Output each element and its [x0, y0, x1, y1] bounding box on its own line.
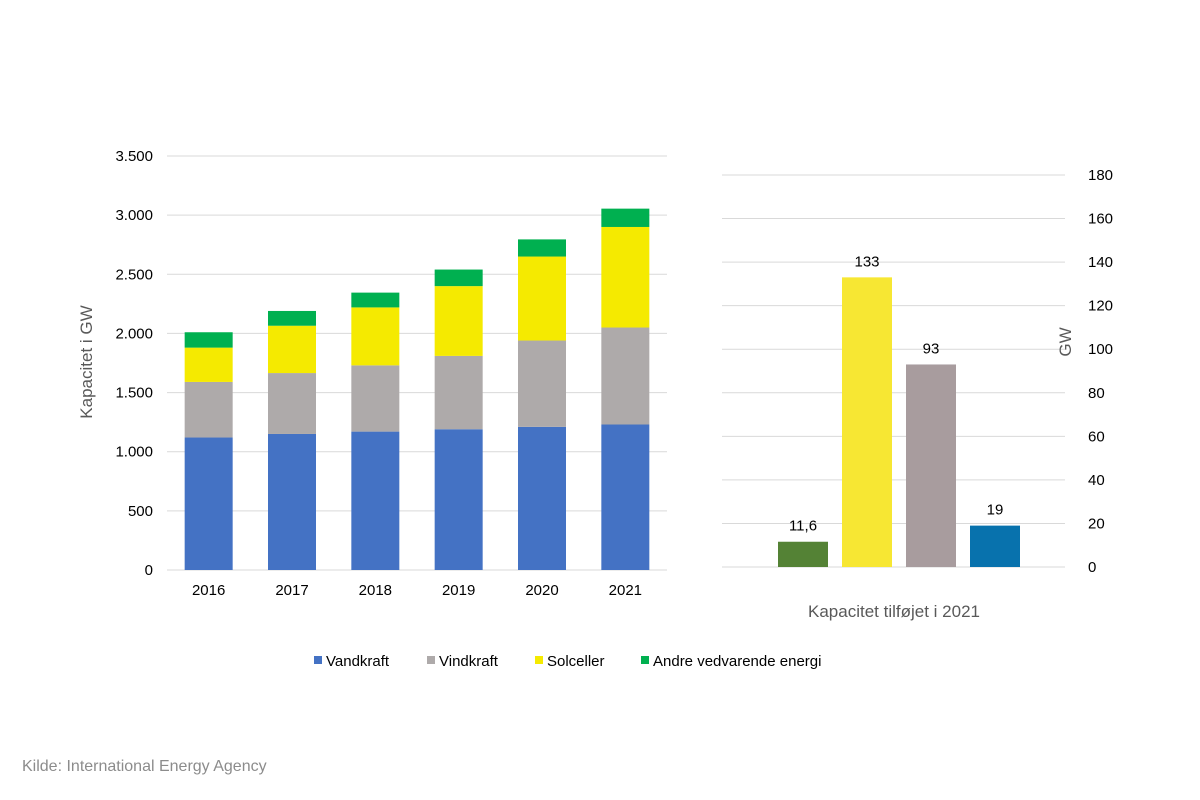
- bar: [970, 525, 1020, 567]
- bar-segment-vandkraft: [268, 433, 316, 570]
- left-stacked-bars: [184, 208, 650, 570]
- right-y-tick-label: 180: [1088, 167, 1113, 184]
- legend-label: Vandkraft: [326, 653, 390, 670]
- left-x-tick-label: 2019: [442, 582, 475, 599]
- left-y-tick-label: 3.000: [115, 207, 153, 224]
- left-x-tick-labels: 2016 2017 2018 2019 2020 2021: [192, 582, 642, 599]
- left-x-tick-label: 2020: [525, 582, 558, 599]
- data-label: 133: [854, 253, 879, 270]
- left-x-tick-label: 2021: [609, 582, 642, 599]
- bar-segment-solceller: [184, 347, 233, 382]
- right-y-tick-label: 160: [1088, 211, 1113, 228]
- bar-segment-solceller: [351, 307, 400, 366]
- left-y-tick-label: 0: [145, 562, 153, 579]
- right-bars: [778, 277, 1020, 567]
- legend-label: Andre vedvarende energi: [653, 653, 821, 670]
- right-y-tick-label: 20: [1088, 515, 1105, 532]
- bar-segment-vandkraft: [184, 437, 233, 570]
- legend-swatch: [427, 656, 435, 664]
- right-y-tick-label: 80: [1088, 385, 1105, 402]
- right-y-tick-label: 60: [1088, 428, 1105, 445]
- bar-segment-vindkraft: [351, 365, 400, 432]
- bar-segment-solceller: [601, 226, 650, 328]
- bar-segment-solceller: [434, 286, 483, 356]
- right-gridlines: [722, 174, 1065, 568]
- left-x-tick-label: 2018: [359, 582, 392, 599]
- right-y-tick-label: 0: [1088, 559, 1096, 576]
- left-y-tick-labels: 0 500 1.000 1.500 2.000 2.500 3.000 3.500: [115, 148, 153, 579]
- legend-swatch: [641, 656, 649, 664]
- bar-segment-andre-vedvarende-energi: [268, 310, 316, 326]
- bar-segment-andre-vedvarende-energi: [601, 208, 650, 227]
- right-y-tick-labels: 0 20 40 60 80 100 120 140 160 180: [1088, 167, 1113, 576]
- left-y-tick-label: 2.000: [115, 325, 153, 342]
- bar-segment-solceller: [518, 256, 566, 341]
- source-note: Kilde: International Energy Agency: [22, 758, 267, 775]
- right-y-tick-label: 120: [1088, 298, 1113, 315]
- left-y-tick-label: 2.500: [115, 266, 153, 283]
- right-y-axis-title: GW: [1056, 327, 1075, 356]
- data-label: 93: [923, 340, 940, 357]
- left-x-tick-label: 2016: [192, 582, 225, 599]
- bar-segment-vandkraft: [434, 429, 483, 570]
- left-y-axis-title: Kapacitet i GW: [77, 305, 96, 418]
- bar-segment-vindkraft: [184, 381, 233, 438]
- legend-swatch: [535, 656, 543, 664]
- bar-segment-vindkraft: [601, 327, 650, 425]
- bar: [842, 277, 892, 567]
- left-x-tick-label: 2017: [275, 582, 308, 599]
- left-y-tick-label: 500: [128, 503, 153, 520]
- data-label: 11,6: [789, 518, 817, 535]
- bar-segment-solceller: [268, 325, 316, 374]
- legend-swatch: [314, 656, 322, 664]
- bar-segment-andre-vedvarende-energi: [184, 332, 233, 348]
- data-label: 19: [987, 502, 1004, 519]
- bar: [778, 541, 828, 567]
- left-y-tick-label: 1.000: [115, 444, 153, 461]
- left-y-tick-label: 1.500: [115, 385, 153, 402]
- bar-segment-vandkraft: [601, 424, 650, 570]
- left-y-tick-label: 3.500: [115, 148, 153, 165]
- bar-segment-vindkraft: [434, 355, 483, 430]
- right-bar-data-labels: 11,6 133 93 19: [789, 253, 1003, 534]
- bar-segment-vindkraft: [268, 373, 316, 434]
- legend: Vandkraft Vindkraft Solceller Andre vedvare…: [314, 653, 821, 670]
- legend-label: Vindkraft: [439, 653, 499, 670]
- bar-segment-vandkraft: [518, 426, 566, 570]
- right-y-tick-label: 140: [1088, 254, 1113, 271]
- bar-segment-vandkraft: [351, 431, 400, 570]
- right-y-tick-label: 40: [1088, 472, 1105, 489]
- bar-segment-andre-vedvarende-energi: [518, 239, 566, 257]
- bar: [906, 364, 956, 567]
- legend-label: Solceller: [547, 653, 605, 670]
- left-gridlines: [167, 155, 667, 571]
- right-x-axis-title: Kapacitet tilføjet i 2021: [808, 602, 980, 621]
- bar-segment-vindkraft: [518, 340, 566, 427]
- right-y-tick-label: 100: [1088, 341, 1113, 358]
- bar-segment-andre-vedvarende-energi: [434, 269, 483, 287]
- bar-segment-andre-vedvarende-energi: [351, 292, 400, 308]
